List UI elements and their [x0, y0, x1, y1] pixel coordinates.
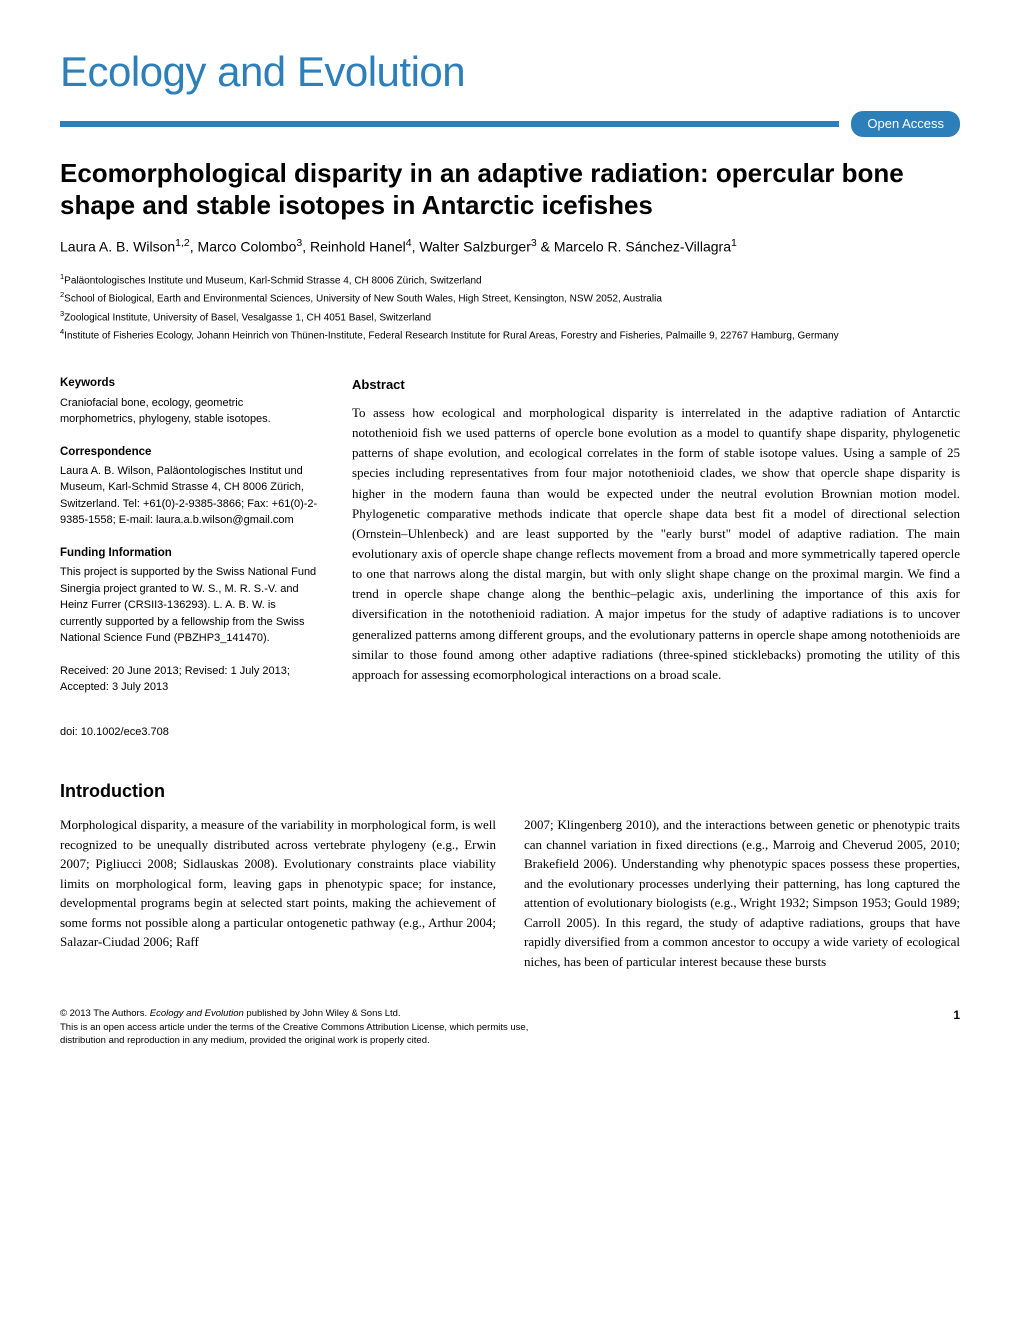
- affiliation-4: 4Institute of Fisheries Ecology, Johann …: [60, 326, 960, 343]
- funding-block: Funding Information This project is supp…: [60, 545, 320, 647]
- introduction-columns: Morphological disparity, a measure of th…: [60, 815, 960, 971]
- author-list: Laura A. B. Wilson1,2, Marco Colombo3, R…: [60, 236, 960, 258]
- header-rule: [60, 121, 839, 127]
- copyright-text: © 2013 The Authors. Ecology and Evolutio…: [60, 1007, 953, 1020]
- sidebar-column: Keywords Craniofacial bone, ecology, geo…: [60, 375, 320, 740]
- abstract-column: Abstract To assess how ecological and mo…: [352, 375, 960, 740]
- page-number: 1: [953, 1007, 960, 1024]
- funding-header: Funding Information: [60, 545, 320, 562]
- footer-left: © 2013 The Authors. Ecology and Evolutio…: [60, 1007, 953, 1047]
- affiliations: 1Paläontologisches Institute und Museum,…: [60, 271, 960, 343]
- keywords-block: Keywords Craniofacial bone, ecology, geo…: [60, 375, 320, 427]
- introduction-col-1: Morphological disparity, a measure of th…: [60, 815, 496, 971]
- dates-block: Received: 20 June 2013; Revised: 1 July …: [60, 663, 320, 696]
- license-text-2: distribution and reproduction in any med…: [60, 1034, 953, 1047]
- affiliation-2: 2School of Biological, Earth and Environ…: [60, 289, 960, 306]
- journal-title: Ecology and Evolution: [60, 40, 960, 103]
- dates-text: Received: 20 June 2013; Revised: 1 July …: [60, 663, 320, 696]
- affiliation-1: 1Paläontologisches Institute und Museum,…: [60, 271, 960, 288]
- main-content: Keywords Craniofacial bone, ecology, geo…: [60, 375, 960, 740]
- article-title: Ecomorphological disparity in an adaptiv…: [60, 157, 960, 222]
- open-access-badge: Open Access: [851, 111, 960, 137]
- funding-text: This project is supported by the Swiss N…: [60, 564, 320, 647]
- introduction-col-2: 2007; Klingenberg 2010), and the interac…: [524, 815, 960, 971]
- introduction-section: Introduction Morphological disparity, a …: [60, 778, 960, 971]
- introduction-header: Introduction: [60, 778, 960, 805]
- abstract-header: Abstract: [352, 375, 960, 395]
- header-bar: Open Access: [60, 111, 960, 137]
- correspondence-block: Correspondence Laura A. B. Wilson, Paläo…: [60, 444, 320, 529]
- keywords-header: Keywords: [60, 375, 320, 392]
- footer: © 2013 The Authors. Ecology and Evolutio…: [60, 1007, 960, 1047]
- abstract-text: To assess how ecological and morphologic…: [352, 403, 960, 685]
- correspondence-header: Correspondence: [60, 444, 320, 461]
- doi: doi: 10.1002/ece3.708: [60, 724, 320, 741]
- license-text-1: This is an open access article under the…: [60, 1021, 953, 1034]
- affiliation-3: 3Zoological Institute, University of Bas…: [60, 308, 960, 325]
- keywords-text: Craniofacial bone, ecology, geometric mo…: [60, 395, 320, 428]
- correspondence-text: Laura A. B. Wilson, Paläontologisches In…: [60, 463, 320, 529]
- journal-header: Ecology and Evolution: [60, 40, 960, 103]
